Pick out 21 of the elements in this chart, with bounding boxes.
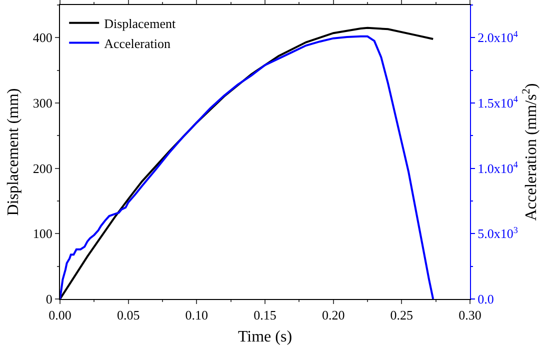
x-tick-label: 0.20 xyxy=(322,308,345,323)
x-tick-label: 0.30 xyxy=(458,308,482,323)
y2-tick-label: 5.0x10$^{3}$ xyxy=(478,224,518,242)
y2-tick-label: 1.5x10$^{4}$ xyxy=(478,94,518,111)
y2-tick-label: 1.0x10$^{4}$ xyxy=(478,159,518,176)
y2-tick-label: 0.0 xyxy=(478,292,494,307)
y-tick-label: 0 xyxy=(46,292,52,307)
y-tick-label: 400 xyxy=(32,30,52,46)
legend-label: Acceleration xyxy=(104,36,172,51)
x-axis-title: Time (s) xyxy=(238,328,292,346)
y2-tick-label: 2.0x10$^{4}$ xyxy=(478,28,518,46)
y-tick-label: 200 xyxy=(32,160,52,176)
y-tick-label: 100 xyxy=(32,226,52,242)
x-tick-label: 0.10 xyxy=(185,308,208,323)
x-tick-label: 0.15 xyxy=(254,308,276,323)
x-tick-label: 0.00 xyxy=(48,308,72,323)
legend-label: Displacement xyxy=(104,16,176,31)
x-tick-label: 0.05 xyxy=(116,308,140,323)
x-tick-label: 0.25 xyxy=(390,308,414,323)
y-tick-label: 300 xyxy=(32,96,52,111)
y-axis-title: Displacement (mm) xyxy=(5,88,22,216)
